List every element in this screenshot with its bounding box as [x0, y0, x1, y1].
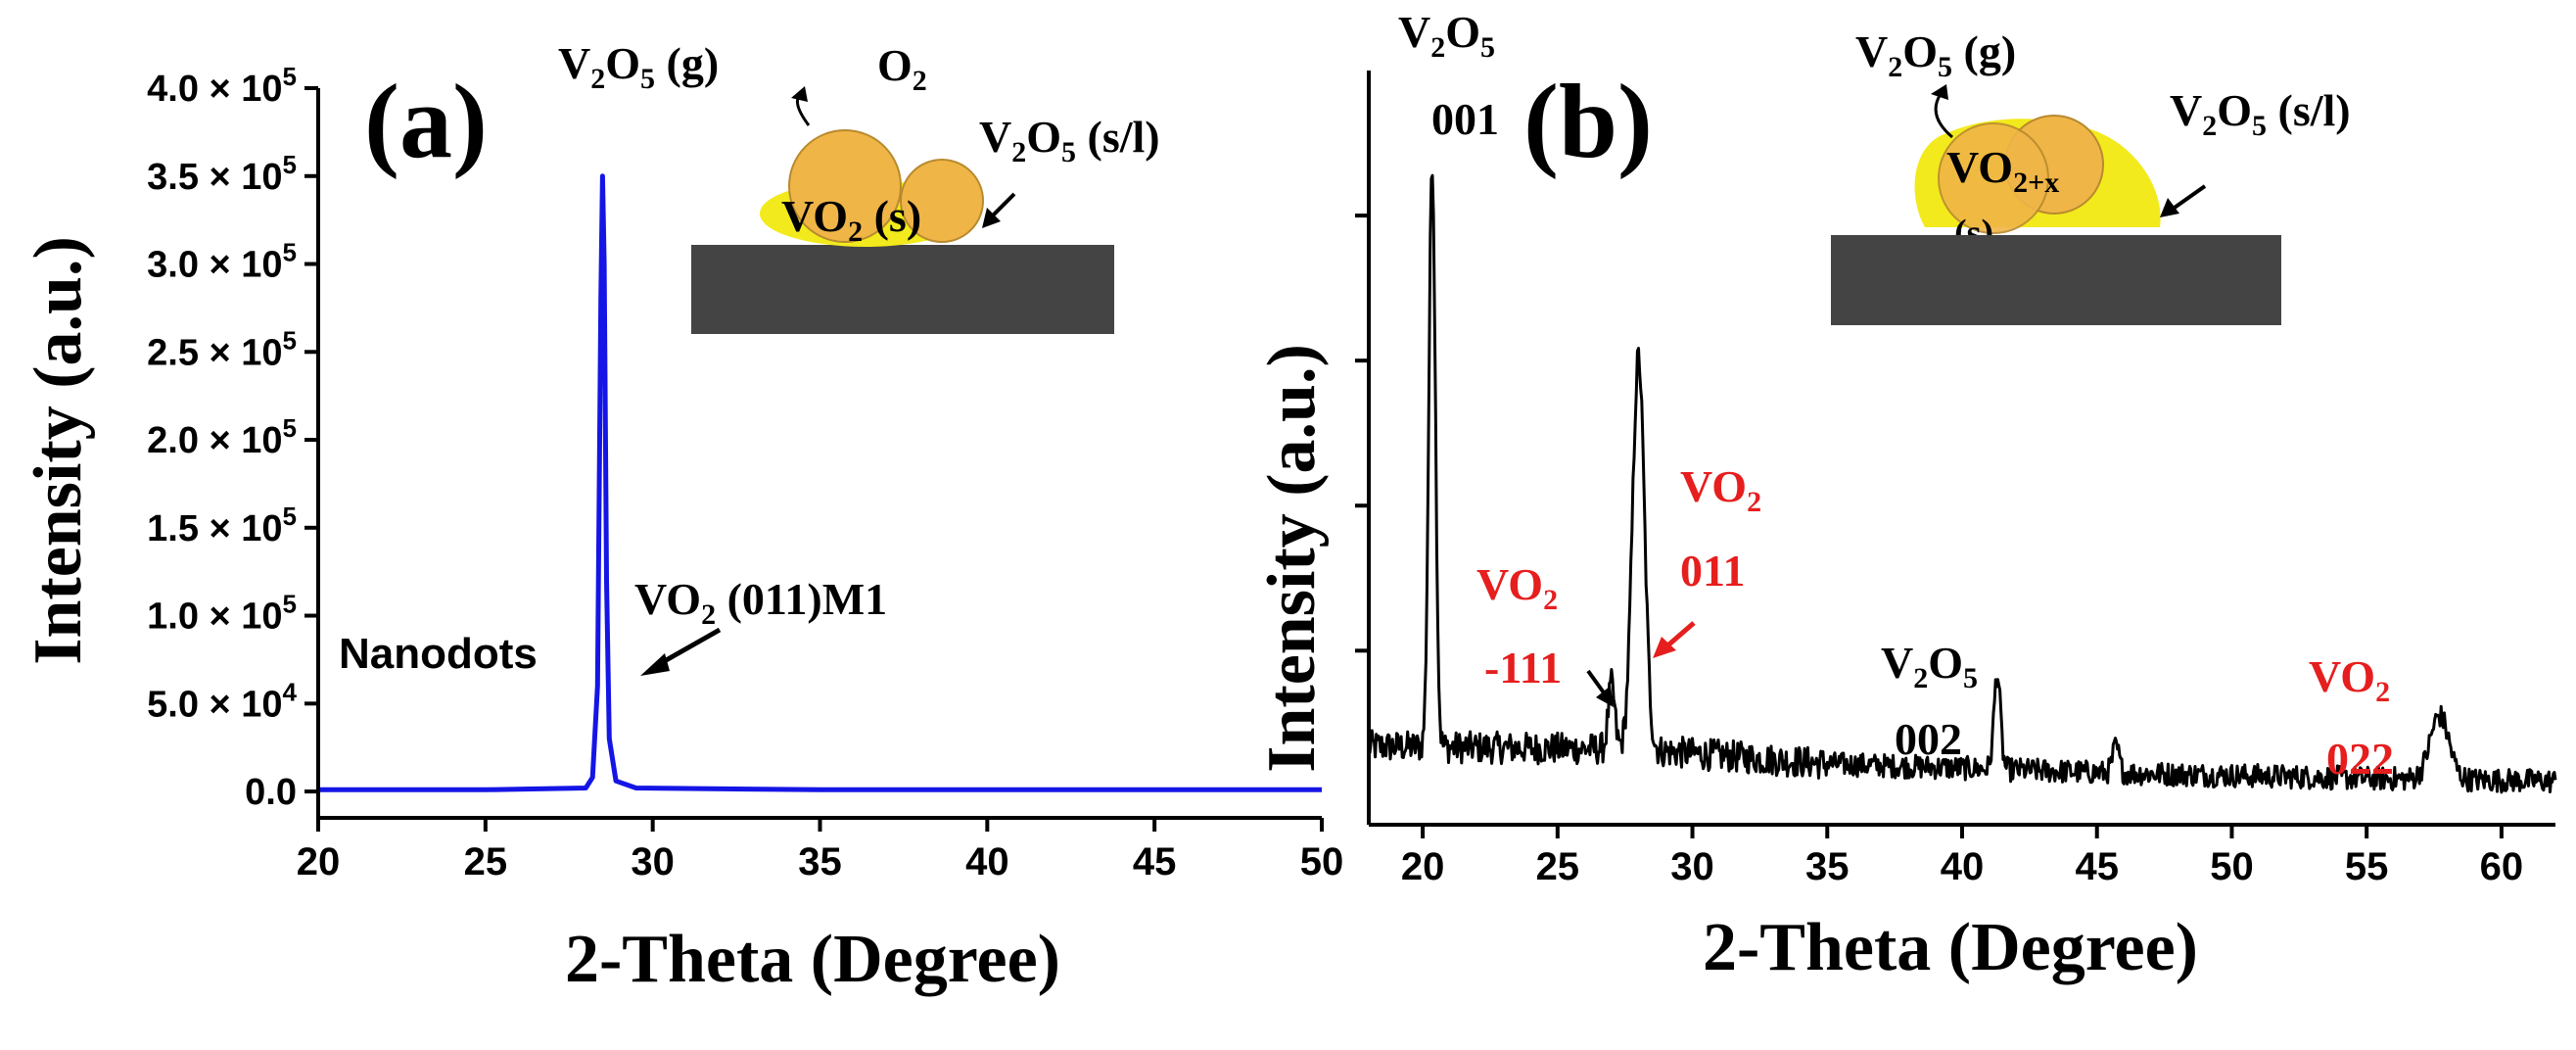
x-tick-label-b: 45	[2075, 845, 2119, 888]
y-tick-label-a: 1.0 × 105	[147, 590, 297, 638]
y-tick-label-a: 3.0 × 105	[147, 238, 297, 286]
y-axis-title-b: Intensity (a.u.)	[1254, 344, 1330, 773]
y-tick-label-a: 3.5 × 105	[147, 150, 297, 198]
inset-gas-label-a: V2O5 (g)	[558, 38, 719, 95]
x-tick-label-a: 30	[631, 840, 675, 883]
panel-label-a: (a)	[364, 64, 488, 180]
x-tick-label-b: 55	[2345, 845, 2389, 888]
peak-arrow-a-head	[640, 653, 670, 676]
v2o5-001-index: 001	[1431, 94, 1499, 144]
x-tick-label-b: 50	[2210, 845, 2254, 888]
x-tick-label-b: 40	[1941, 845, 1985, 888]
xrd-pattern-line	[1367, 173, 2557, 794]
vo2-011-index: 011	[1680, 546, 1745, 596]
x-tick-label-a: 40	[965, 840, 1009, 883]
y-axis-title-a: Intensity (a.u.)	[21, 236, 96, 665]
y-tick-label-a: 1.5 × 105	[147, 501, 297, 549]
y-tick-label-a: 2.5 × 105	[147, 325, 297, 373]
vo2x-particle-large-b	[1938, 122, 2049, 234]
vo2-m111-arrow	[1586, 669, 1608, 697]
x-tick-label-a: 35	[798, 840, 842, 883]
x-ticks-a: 20 25 30 35 40 45 50	[297, 818, 1344, 883]
y-tick-label-a: 5.0 × 104	[147, 677, 297, 725]
nanodots-series-line	[318, 173, 1322, 792]
x-tick-label-b: 30	[1670, 845, 1714, 888]
x-axis-title-b: 2-Theta (Degree)	[1703, 910, 2198, 985]
y-tick-label-a: 2.0 × 105	[147, 413, 297, 461]
gas-escape-arrow-b	[1934, 93, 1953, 139]
gas-escape-arrow-a-head	[791, 86, 808, 102]
x-tick-label-a: 25	[464, 840, 508, 883]
nanodots-label: Nanodots	[339, 630, 538, 678]
x-tick-label-b: 25	[1536, 845, 1580, 888]
x-tick-label-a: 20	[297, 840, 341, 883]
inset-particle-label-a: VO2 (s)	[781, 191, 921, 248]
y-ticks-b	[1355, 214, 1369, 653]
substrate-b	[1831, 235, 2281, 325]
substrate-a	[691, 245, 1114, 334]
panel-b: 20 25 30 35 40 45 50 55 60 (b) Intensity (a.u.) …	[1254, 7, 2557, 985]
vo2-particle-large-a	[788, 129, 902, 243]
panel-a: 0.0 5.0 × 104 1.0 × 105 1.5 × 105 2.0 × 105 2…	[21, 38, 1343, 997]
vo2-m111-index: -111	[1484, 643, 1562, 692]
inset-particle-label-b: VO2+x	[1946, 142, 2059, 199]
x-tick-label-a: 50	[1300, 840, 1344, 883]
y-tick-label-a: 4.0 × 105	[147, 62, 297, 110]
inset-liquid-label-a: V2O5 (s/l)	[979, 112, 1160, 168]
inset-a: VO2 (s) V2O5 (g) O2 V2O5 (s/l)	[558, 38, 1160, 334]
peak-label-vo2-011-m1: VO2 (011)M1	[634, 574, 887, 631]
liquid-pointer-arrow-a-head	[982, 208, 1001, 228]
vo2-m111-formula: VO2	[1476, 559, 1558, 616]
gas-escape-arrow-b-head	[1931, 84, 1948, 100]
vo2-011-formula: VO2	[1680, 461, 1761, 518]
inset-oxygen-label-a: O2	[877, 40, 927, 97]
v2o5-002-index: 002	[1895, 714, 1962, 764]
vo2-022-formula: VO2	[2309, 651, 2390, 708]
liquid-pointer-arrow-a	[989, 192, 1016, 219]
liquid-pointer-arrow-b	[2170, 184, 2207, 212]
vo2-m111-arrow-head	[1596, 686, 1614, 707]
v2o5-001-formula: V2O5	[1398, 7, 1495, 64]
plot-frame-b	[1367, 71, 2555, 827]
vo2-022-index: 022	[2326, 734, 2394, 784]
x-tick-label-b: 60	[2480, 845, 2524, 888]
vo2-particle-small-a	[900, 159, 984, 243]
liquid-pointer-arrow-b-head	[2160, 198, 2179, 217]
y-tick-label-a: 0.0	[245, 772, 297, 813]
inset-liquid-label-b: V2O5 (s/l)	[2170, 85, 2351, 142]
vo2-011-arrow-head	[1653, 637, 1676, 658]
x-tick-label-a: 45	[1133, 840, 1177, 883]
y-ticks-a: 0.0 5.0 × 104 1.0 × 105 1.5 × 105 2.0 × 105 2…	[147, 62, 318, 813]
x-tick-label-b: 20	[1401, 845, 1445, 888]
x-axis-title-a: 2-Theta (Degree)	[565, 922, 1060, 997]
inset-b: (s) VO2+x V2O5 (g) V2O5 (s/l)	[1831, 26, 2351, 325]
v2o5-002-formula: V2O5	[1881, 638, 1978, 694]
panel-label-b: (b)	[1523, 64, 1653, 180]
plot-frame-a	[316, 88, 1322, 820]
x-tick-label-b: 35	[1805, 845, 1850, 888]
inset-gas-label-b: V2O5 (g)	[1855, 26, 2016, 83]
x-ticks-b: 20 25 30 35 40 45 50 55 60	[1401, 825, 2523, 888]
